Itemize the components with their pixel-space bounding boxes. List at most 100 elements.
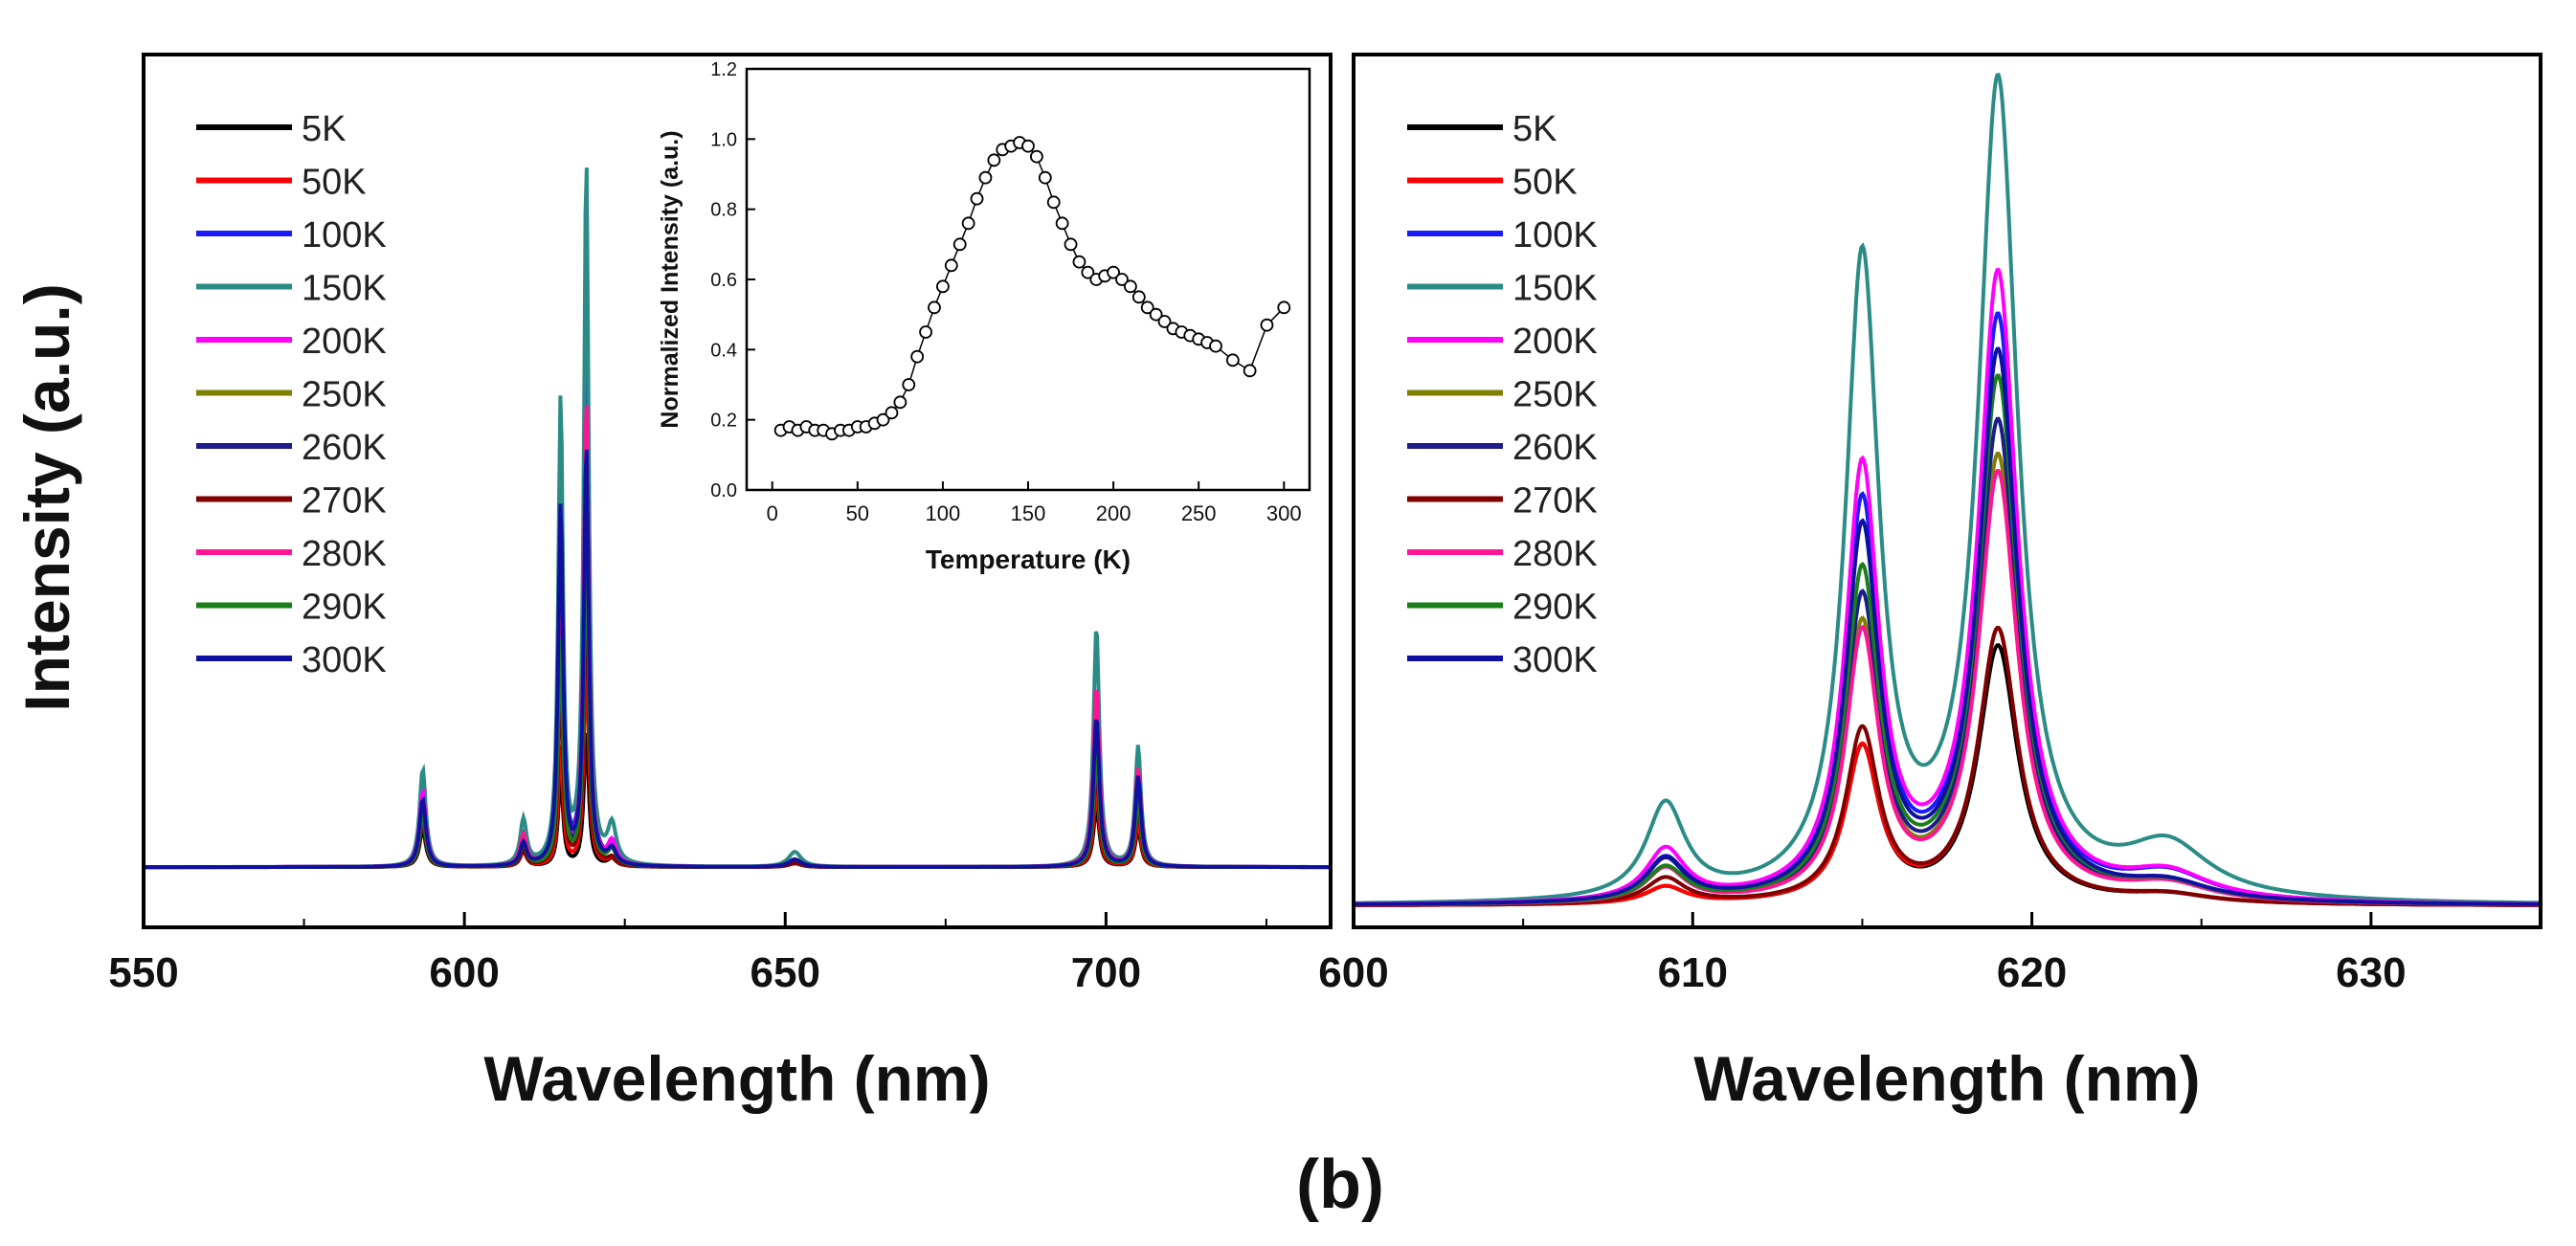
- inset-point: [1055, 216, 1069, 231]
- right-x-tick-label-610: 610: [1658, 949, 1728, 996]
- left-legend-label-290K: 290K: [302, 588, 387, 628]
- inset-x-tick-label-0: 0: [767, 501, 778, 525]
- right-series-300K: [1354, 346, 2541, 906]
- inset-point: [944, 258, 958, 273]
- inset-point: [902, 378, 916, 391]
- inset-x-tick-label-250: 250: [1181, 501, 1217, 525]
- inset-x-tick-label-150: 150: [1011, 501, 1046, 525]
- inset-ticks: 0 50 100 150 200 250 300 0.0 0.2 0.4 0.6 0.8 1.0 1.2: [710, 59, 1301, 525]
- inset-y-tick-label: 1.2: [710, 59, 737, 80]
- inset-x-tick-label-200: 200: [1096, 501, 1131, 525]
- inset-x-tick-label-300: 300: [1266, 501, 1302, 525]
- inset-x-axis-title: Temperature (K): [926, 545, 1131, 574]
- inset-y-tick-label: 0.0: [710, 480, 737, 501]
- inset-point: [885, 406, 899, 420]
- inset-y-tick-label: 0.8: [710, 200, 737, 221]
- right-plot-frame: [1352, 53, 2542, 929]
- inset-point: [910, 349, 925, 364]
- right-legend-label-150K: 150K: [1512, 269, 1598, 309]
- inset-y-tick-label: 0.2: [710, 411, 737, 432]
- inset-point: [1140, 300, 1154, 315]
- right-panel: 600 610 620 630 5K 50K 100K 150K 200K 250K 260K 27…: [1318, 53, 2542, 1114]
- inset-point: [919, 325, 932, 339]
- left-x-axis-title: Wavelength (nm): [483, 1043, 990, 1114]
- left-legend-label-150K: 150K: [302, 269, 387, 309]
- inset-panel: 0 50 100 150 200 250 3000.00.20.40.60.81.01.2 …: [657, 59, 1311, 574]
- inset-point: [1021, 139, 1035, 153]
- right-legend-label-50K: 50K: [1512, 163, 1578, 203]
- left-legend-label-250K: 250K: [302, 375, 387, 415]
- inset-point: [876, 412, 890, 427]
- left-legend-label-50K: 50K: [302, 163, 367, 203]
- inset-point: [928, 300, 941, 315]
- right-legend-label-100K: 100K: [1512, 215, 1598, 256]
- inset-point: [970, 191, 984, 206]
- inset-point: [936, 279, 950, 294]
- left-x-tick-label-650: 650: [750, 949, 820, 996]
- inset-point: [1081, 265, 1095, 279]
- left-legend-label-260K: 260K: [302, 428, 387, 468]
- inset-point: [1038, 170, 1052, 185]
- inset-point: [978, 170, 993, 185]
- right-legend-label-260K: 260K: [1512, 428, 1598, 468]
- right-legend-label-280K: 280K: [1512, 534, 1598, 574]
- inset-background: [747, 69, 1310, 490]
- inset-y-axis-title: Normalized Intensity (a.u.): [657, 130, 683, 428]
- inset-point: [961, 216, 975, 231]
- left-legend: 5K 50K 100K 150K 200K 250K 260K 270K 280K 290K 300…: [196, 109, 387, 680]
- inset-point: [1157, 315, 1172, 328]
- inset-point: [1225, 353, 1240, 367]
- inset-point: [1277, 300, 1291, 315]
- inset-point: [1046, 195, 1061, 210]
- inset-point: [1107, 265, 1120, 279]
- inset-y-tick-label: 1.0: [710, 129, 737, 150]
- left-x-ticks: 550 600 650 700: [108, 912, 1267, 996]
- right-legend-label-200K: 200K: [1512, 322, 1598, 362]
- inset-point: [1030, 149, 1043, 164]
- right-x-tick-label-620: 620: [1997, 949, 2067, 996]
- inset-point: [1131, 290, 1146, 304]
- inset-point: [1209, 339, 1222, 353]
- right-legend-label-290K: 290K: [1512, 588, 1598, 628]
- right-legend-label-300K: 300K: [1512, 640, 1598, 680]
- left-legend-label-280K: 280K: [302, 534, 387, 574]
- inset-point: [1064, 237, 1078, 252]
- right-x-tick-label-600: 600: [1318, 949, 1388, 996]
- inset-x-tick-label-100: 100: [926, 501, 961, 525]
- right-legend: 5K 50K 100K 150K 200K 250K 260K 270K 280K 290K 300…: [1407, 109, 1598, 680]
- left-legend-label-5K: 5K: [302, 109, 346, 149]
- inset-point: [1124, 279, 1137, 294]
- left-x-tick-label-550: 550: [108, 949, 178, 996]
- inset-point: [987, 153, 1001, 167]
- right-x-ticks: 600 610 620 630: [1318, 912, 2407, 996]
- left-x-tick-label-700: 700: [1071, 949, 1141, 996]
- left-x-tick-label-600: 600: [429, 949, 499, 996]
- inset-point: [1149, 307, 1163, 322]
- inset-series-group: [773, 136, 1291, 441]
- inset-point: [1072, 255, 1086, 269]
- inset-y-tick-label: 0.4: [710, 340, 737, 361]
- inset-point: [1260, 318, 1274, 332]
- left-legend-label-100K: 100K: [302, 215, 387, 256]
- right-legend-label-250K: 250K: [1512, 375, 1598, 415]
- figure-caption: (b): [1296, 1146, 1384, 1223]
- inset-y-tick-label: 0.6: [710, 270, 737, 291]
- inset-point: [893, 395, 907, 410]
- left-legend-label-270K: 270K: [302, 481, 387, 522]
- right-series-150K: [1353, 73, 2541, 905]
- right-x-axis-title: Wavelength (nm): [1693, 1043, 2200, 1114]
- right-series-group: [1353, 73, 2541, 907]
- left-legend-label-300K: 300K: [302, 640, 387, 680]
- y-axis-title: Intensity (a.u.): [11, 283, 82, 711]
- left-legend-label-200K: 200K: [302, 322, 387, 362]
- inset-point: [1243, 364, 1257, 378]
- left-series-group: [144, 167, 1331, 870]
- inset-point: [952, 237, 967, 252]
- right-x-tick-label-630: 630: [2336, 949, 2406, 996]
- inset-point: [1115, 273, 1129, 286]
- left-panel: 550 600 650 700 5K 50K 100K 150K 200K 250K 260K 27…: [108, 53, 1333, 1114]
- right-legend-label-270K: 270K: [1512, 481, 1598, 522]
- right-legend-label-5K: 5K: [1512, 109, 1557, 149]
- left-series-300K: [144, 449, 1331, 869]
